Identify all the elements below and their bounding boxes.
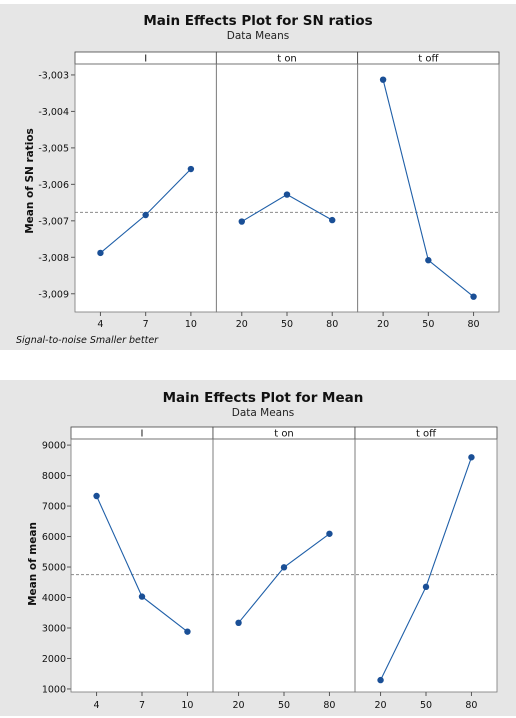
chart-footnote: Signal-to-noise Smaller better <box>16 335 159 346</box>
x-tick-label: 50 <box>281 319 293 330</box>
x-tick-label: 20 <box>233 700 245 711</box>
facet-label: t off <box>418 54 439 65</box>
y-tick-label: -3,004 <box>38 107 69 118</box>
y-tick-label: -3,008 <box>38 253 69 264</box>
data-point <box>235 619 242 627</box>
data-point <box>326 530 333 537</box>
data-point <box>184 628 191 635</box>
data-point <box>138 593 146 600</box>
y-tick-label: -3,006 <box>38 180 69 191</box>
x-tick-label: 10 <box>181 700 193 711</box>
x-tick-label: 50 <box>278 700 290 711</box>
data-point <box>377 676 384 684</box>
y-tick-label: 2000 <box>42 654 66 665</box>
mean-chart-svg: Main Effects Plot for Mean Data Means Me… <box>27 390 498 711</box>
y-tick-label: -3,007 <box>38 216 69 227</box>
data-point <box>280 564 288 571</box>
x-tick-label: 50 <box>422 319 434 330</box>
y-tick-label: -3,005 <box>38 143 69 154</box>
data-point <box>379 76 387 83</box>
y-tick-label: 7000 <box>42 502 66 513</box>
y-tick-label: 4000 <box>42 593 66 604</box>
x-tick-label: 80 <box>465 700 477 711</box>
x-tick-label: 10 <box>185 319 197 330</box>
data-point <box>142 211 149 219</box>
x-tick-label: 80 <box>323 700 335 711</box>
y-axis-label: Mean of SN ratios <box>24 128 36 234</box>
data-point <box>425 257 432 264</box>
x-tick-label: 80 <box>326 319 338 330</box>
y-tick-label: 5000 <box>42 563 66 574</box>
plot-background <box>75 52 499 312</box>
x-tick-label: 80 <box>468 319 480 330</box>
y-tick-label: -3,003 <box>38 70 69 81</box>
x-tick-label: 20 <box>375 700 387 711</box>
data-point <box>283 191 291 198</box>
chart-subtitle: Data Means <box>227 30 290 42</box>
x-tick-label: 20 <box>236 319 248 330</box>
x-tick-label: 4 <box>97 319 103 330</box>
x-tick-label: 7 <box>139 700 145 711</box>
data-point <box>470 293 477 300</box>
mean-chart-panel: Main Effects Plot for Mean Data Means Me… <box>0 380 516 716</box>
y-tick-label: -3,009 <box>38 289 69 300</box>
chart-title: Main Effects Plot for Mean <box>163 390 364 406</box>
plot-area: -3,003 -3,004 -3,005 -3,006 -3,007 -3,008 -3,0… <box>38 51 500 330</box>
data-point <box>93 492 100 500</box>
x-tick-label: 50 <box>420 700 432 711</box>
data-point <box>329 216 336 224</box>
chart-title: Main Effects Plot for SN ratios <box>143 13 372 29</box>
plot-area: 1000 2000 3000 4000 5000 6000 7000 8000 9000 I 4 7 1… <box>42 426 498 711</box>
x-tick-label: 20 <box>377 319 389 330</box>
facet-label: I <box>144 54 147 65</box>
facet-label: t on <box>274 429 294 440</box>
data-point <box>97 249 104 257</box>
x-tick-label: 4 <box>94 700 100 711</box>
y-axis-label: Mean of mean <box>27 522 39 606</box>
chart-subtitle: Data Means <box>232 407 295 419</box>
facet-label: t on <box>277 54 297 65</box>
data-point <box>422 583 430 591</box>
facet-label: t off <box>416 429 437 440</box>
y-tick-label: 8000 <box>42 471 66 482</box>
y-tick-label: 1000 <box>42 684 66 695</box>
sn-ratios-chart-panel: Main Effects Plot for SN ratios Data Mea… <box>0 4 516 350</box>
y-tick-label: 3000 <box>42 623 66 634</box>
facet-label: I <box>141 429 144 440</box>
y-tick-label: 9000 <box>42 441 66 452</box>
data-point <box>187 165 195 173</box>
x-tick-label: 7 <box>143 319 149 330</box>
plot-background <box>71 427 497 692</box>
data-point <box>468 454 475 461</box>
y-tick-label: 6000 <box>42 532 66 543</box>
sn-ratios-chart-svg: Main Effects Plot for SN ratios Data Mea… <box>16 13 500 346</box>
data-point <box>238 218 245 225</box>
